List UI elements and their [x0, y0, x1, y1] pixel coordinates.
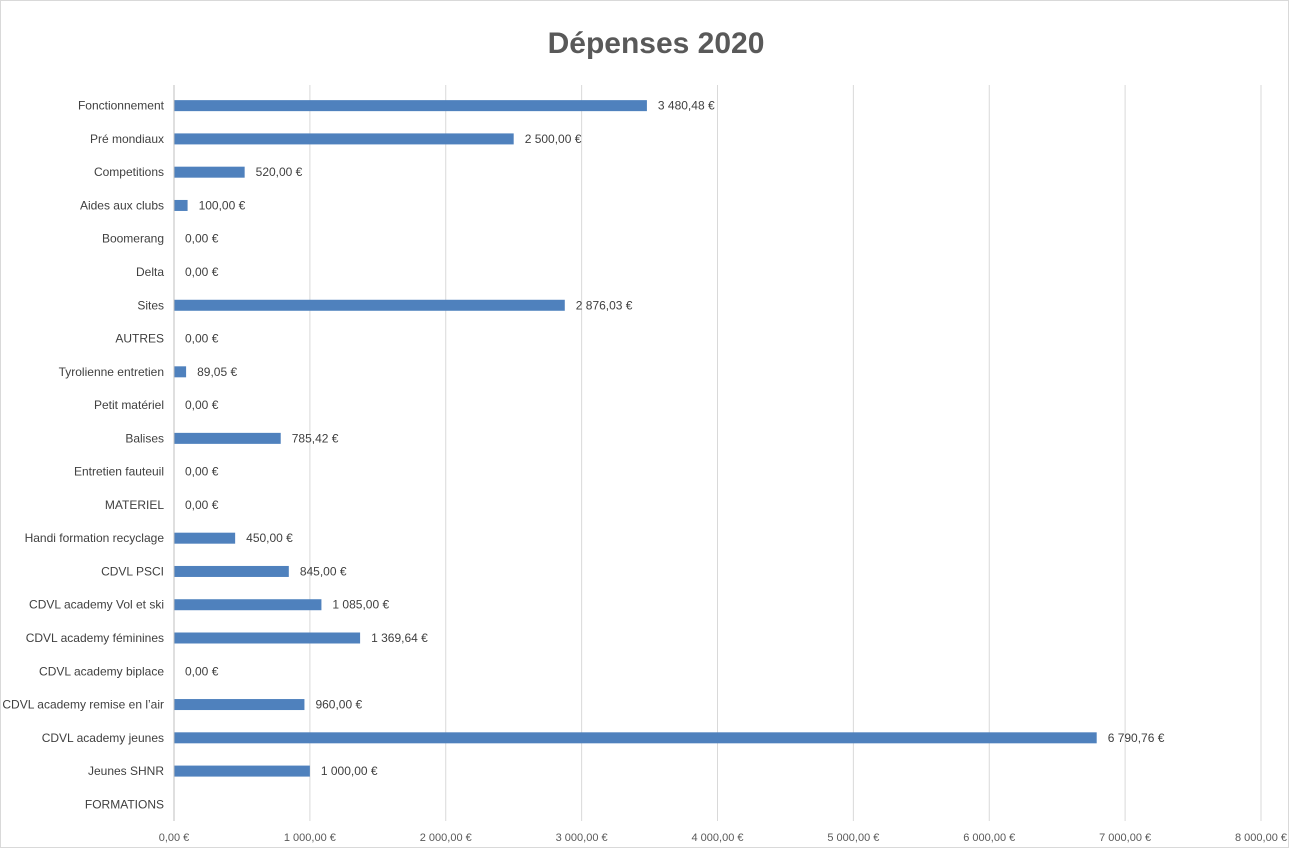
bar — [174, 366, 187, 378]
bar — [174, 565, 289, 577]
category-label: Aides aux clubs — [80, 198, 164, 212]
category-label: Sites — [137, 298, 164, 312]
category-label: CDVL PSCI — [101, 564, 164, 578]
data-label: 960,00 € — [315, 698, 362, 712]
category-label: Jeunes SHNR — [88, 764, 164, 778]
bar — [174, 765, 310, 777]
bar — [174, 732, 1097, 744]
bar — [174, 432, 281, 444]
x-tick-label: 7 000,00 € — [1099, 832, 1151, 844]
category-label: Tyrolienne entretien — [59, 365, 164, 379]
category-label: CDVL academy biplace — [39, 664, 164, 678]
category-label: CDVL academy féminines — [26, 631, 164, 645]
bar — [174, 299, 565, 311]
category-label: MATERIEL — [105, 498, 164, 512]
x-tick-label: 6 000,00 € — [963, 832, 1015, 844]
category-label: Petit matériel — [94, 398, 164, 412]
bars — [174, 100, 1097, 777]
data-label: 785,42 € — [292, 431, 339, 445]
data-label: 1 000,00 € — [321, 764, 378, 778]
bar — [174, 166, 245, 178]
data-label: 450,00 € — [246, 531, 293, 545]
bar — [174, 532, 236, 544]
data-label: 100,00 € — [199, 198, 246, 212]
x-tick-label: 8 000,00 € — [1235, 832, 1287, 844]
data-label: 845,00 € — [300, 564, 347, 578]
data-label: 0,00 € — [185, 265, 219, 279]
category-label: Competitions — [94, 165, 164, 179]
category-label: CDVL academy remise en l’air — [2, 698, 164, 712]
x-tick-label: 0,00 € — [159, 832, 190, 844]
category-label: Entretien fauteuil — [74, 465, 164, 479]
category-label: FORMATIONS — [85, 797, 164, 811]
x-tick-label: 1 000,00 € — [284, 832, 336, 844]
category-label: Fonctionnement — [78, 99, 165, 113]
x-tick-label: 2 000,00 € — [420, 832, 472, 844]
bar — [174, 100, 647, 112]
data-label: 0,00 € — [185, 664, 219, 678]
category-label: AUTRES — [115, 332, 164, 346]
category-label: Balises — [125, 431, 164, 445]
bar — [174, 599, 322, 611]
category-label: Delta — [136, 265, 164, 279]
data-label: 2 876,03 € — [576, 298, 633, 312]
category-label: Pré mondiaux — [90, 132, 164, 146]
data-label: 0,00 € — [185, 498, 219, 512]
chart-title: Dépenses 2020 — [547, 27, 765, 60]
bar — [174, 632, 361, 644]
value-labels: 3 480,48 € 2 500,00 € 520,00 € 100,00 € 0,00… — [185, 99, 1165, 778]
data-label: 1 369,64 € — [371, 631, 428, 645]
x-tick-label: 3 000,00 € — [556, 832, 608, 844]
data-label: 6 790,76 € — [1108, 731, 1165, 745]
data-label: 0,00 € — [185, 398, 219, 412]
x-tick-label: 5 000,00 € — [827, 832, 879, 844]
x-axis-tick-labels: 0,00 € 1 000,00 € 2 000,00 € 3 000,00 € 4 00… — [159, 832, 1287, 844]
data-label: 2 500,00 € — [525, 132, 582, 146]
data-label: 3 480,48 € — [658, 99, 715, 113]
category-label: CDVL academy Vol et ski — [29, 598, 164, 612]
data-label: 0,00 € — [185, 232, 219, 246]
bar — [174, 199, 188, 211]
data-label: 89,05 € — [197, 365, 237, 379]
x-tick-label: 4 000,00 € — [692, 832, 744, 844]
category-label: Boomerang — [102, 232, 164, 246]
bar — [174, 699, 305, 711]
bar — [174, 133, 514, 145]
data-label: 1 085,00 € — [332, 598, 389, 612]
gridlines — [309, 85, 1262, 821]
data-label: 0,00 € — [185, 465, 219, 479]
data-label: 520,00 € — [256, 165, 303, 179]
category-labels: Fonctionnement Pré mondiaux Competitions Ai… — [2, 99, 164, 812]
category-label: Handi formation recyclage — [25, 531, 165, 545]
category-label: CDVL academy jeunes — [42, 731, 164, 745]
data-label: 0,00 € — [185, 332, 219, 346]
